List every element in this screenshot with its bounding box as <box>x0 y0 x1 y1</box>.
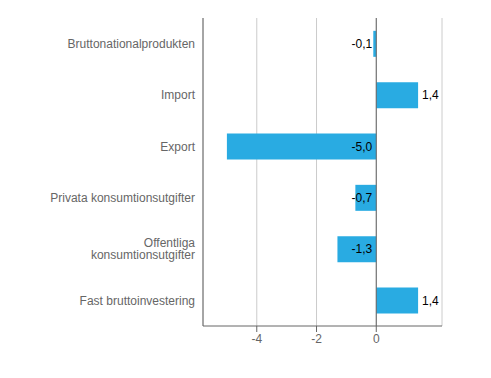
svg-text:Privata konsumtionsutgifter: Privata konsumtionsutgifter <box>50 191 195 205</box>
svg-text:-0,1: -0,1 <box>352 37 373 51</box>
svg-text:-4: -4 <box>251 332 262 346</box>
svg-text:0: 0 <box>373 332 380 346</box>
svg-text:-2: -2 <box>311 332 322 346</box>
svg-text:Export: Export <box>160 140 195 154</box>
svg-text:1,4: 1,4 <box>422 88 439 102</box>
svg-text:Bruttonationalprodukten: Bruttonationalprodukten <box>68 37 195 51</box>
svg-text:-1,3: -1,3 <box>352 242 373 256</box>
svg-text:-0,7: -0,7 <box>352 191 373 205</box>
svg-text:1,4: 1,4 <box>422 294 439 308</box>
svg-text:Fast bruttoinvestering: Fast bruttoinvestering <box>80 294 195 308</box>
svg-text:Import: Import <box>161 88 196 102</box>
svg-text:-5,0: -5,0 <box>352 140 373 154</box>
svg-text:Offentligakonsumtionsutgifter: Offentligakonsumtionsutgifter <box>91 236 195 262</box>
